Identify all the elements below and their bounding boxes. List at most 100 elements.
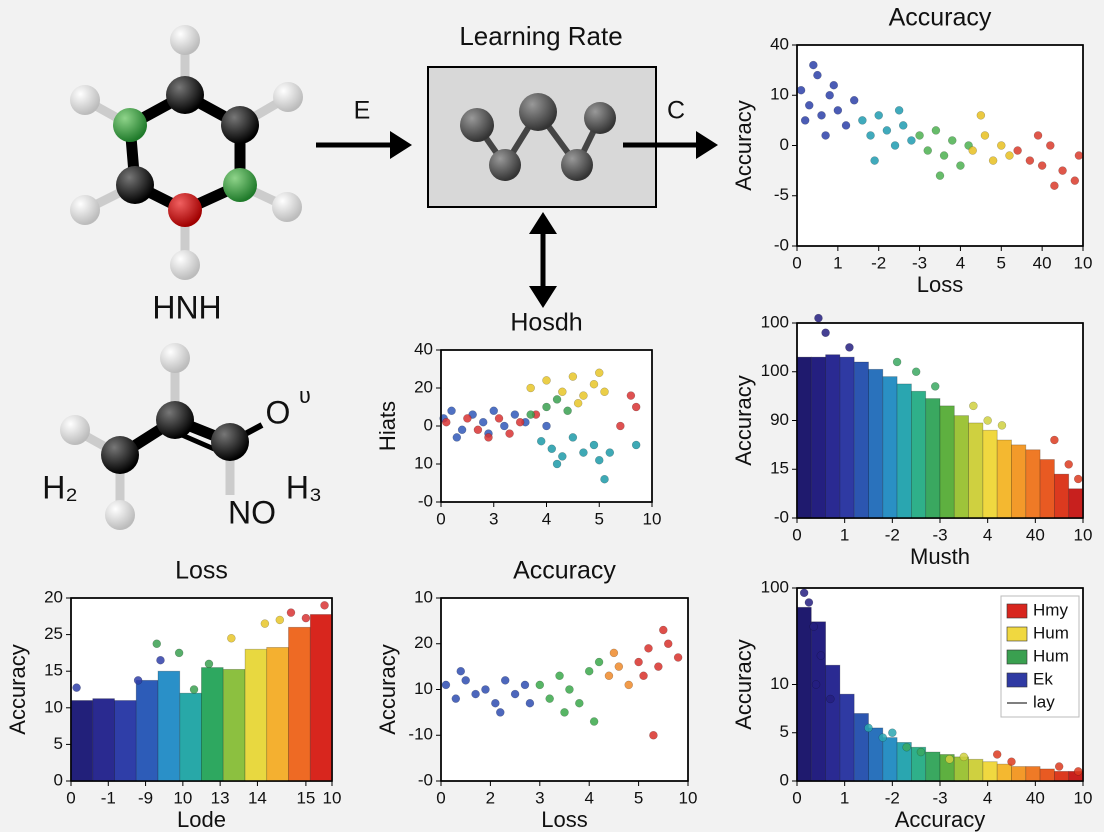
- point: [833, 106, 843, 115]
- point: [605, 448, 615, 457]
- point: [1073, 767, 1083, 776]
- point: [510, 410, 520, 419]
- point: [809, 60, 818, 70]
- point: [471, 689, 480, 699]
- x-tick-label: 10: [323, 788, 342, 807]
- x-tick-label: -3: [912, 253, 927, 272]
- bar: [996, 439, 1012, 519]
- point: [573, 398, 583, 408]
- point: [878, 733, 888, 742]
- legend-marker: [1006, 603, 1028, 619]
- y-tick-label: 0: [780, 770, 789, 789]
- point: [547, 444, 557, 454]
- chart-title: Accuracy: [889, 4, 992, 32]
- point: [1070, 176, 1080, 185]
- chart: 0 2 3 4 5 10 -0 -10 10 20 10 Accuracy Loss Accuracy: [375, 557, 698, 832]
- y-axis-label: Accuracy: [375, 644, 400, 734]
- x-tick-label: -2: [871, 253, 886, 272]
- legend-label: lay: [1033, 692, 1055, 711]
- point: [515, 417, 525, 427]
- point: [805, 101, 814, 110]
- point: [568, 433, 578, 442]
- point: [156, 655, 165, 665]
- x-tick-label: 3: [489, 509, 498, 528]
- point: [976, 111, 986, 120]
- point: [923, 146, 932, 155]
- point: [673, 653, 683, 662]
- point: [639, 671, 648, 681]
- x-tick-label: -2: [885, 525, 900, 544]
- point: [634, 657, 643, 667]
- bar: [839, 693, 855, 782]
- y-tick-label: 100: [761, 312, 789, 331]
- point: [858, 116, 867, 125]
- point: [1037, 161, 1047, 170]
- atom-label: O: [266, 394, 291, 430]
- point: [616, 421, 625, 431]
- x-tick-label: 5: [634, 788, 643, 807]
- molecule-2: O ʋ H₂ H₃ NO: [42, 343, 322, 530]
- bar: [309, 614, 333, 782]
- bar: [925, 751, 941, 782]
- y-tick-label: 10: [770, 85, 789, 104]
- x-tick-label: 3: [535, 788, 544, 807]
- x-tick-label: 1: [833, 253, 842, 272]
- point: [825, 91, 834, 100]
- bar: [882, 737, 898, 782]
- x-tick-label: 14: [248, 788, 267, 807]
- y-tick-label: 90: [770, 410, 789, 429]
- point: [821, 131, 830, 140]
- y-tick-label: 100: [761, 361, 789, 380]
- point: [945, 755, 954, 764]
- point: [1050, 435, 1059, 445]
- x-tick-label: 0: [792, 253, 801, 272]
- point: [1046, 141, 1055, 150]
- point: [631, 440, 641, 450]
- point: [568, 372, 578, 381]
- x-axis-label: Musth: [910, 544, 970, 569]
- point: [457, 425, 467, 435]
- point: [614, 662, 624, 671]
- bar: [968, 758, 984, 782]
- point: [968, 146, 977, 155]
- point: [496, 708, 505, 717]
- flow-title: Learning Rate: [459, 21, 622, 51]
- x-tick-label: 4: [983, 525, 992, 544]
- atom-label: H₃: [286, 469, 322, 505]
- point: [594, 657, 604, 667]
- point: [911, 367, 921, 376]
- point: [988, 156, 998, 165]
- point: [558, 452, 567, 461]
- point: [1050, 181, 1059, 190]
- chart-title: Hosdh: [510, 309, 582, 337]
- bar: [896, 383, 912, 519]
- bar: [953, 415, 969, 519]
- bar: [939, 405, 955, 519]
- bar: [92, 698, 115, 782]
- point: [545, 694, 554, 703]
- point: [829, 80, 839, 90]
- point: [817, 111, 826, 120]
- y-tick-label: 10: [770, 674, 789, 693]
- point: [491, 698, 500, 708]
- point: [286, 608, 296, 617]
- x-tick-label: 0: [792, 788, 801, 807]
- point: [525, 698, 535, 708]
- point: [520, 680, 530, 690]
- point: [890, 141, 900, 150]
- x-tick-label: 10: [679, 788, 698, 807]
- point: [260, 619, 270, 628]
- bar: [1011, 766, 1027, 782]
- legend-marker: [1006, 626, 1028, 642]
- point: [600, 474, 609, 484]
- point: [892, 357, 902, 367]
- y-axis-label: Accuracy: [731, 639, 756, 729]
- x-tick-label: 10: [1074, 788, 1093, 807]
- y-tick-label: 15: [770, 459, 789, 478]
- legend-marker: [1006, 672, 1028, 688]
- point: [552, 395, 562, 404]
- point: [866, 131, 875, 140]
- point: [935, 171, 945, 180]
- point: [484, 433, 493, 442]
- flow-box: [427, 66, 657, 208]
